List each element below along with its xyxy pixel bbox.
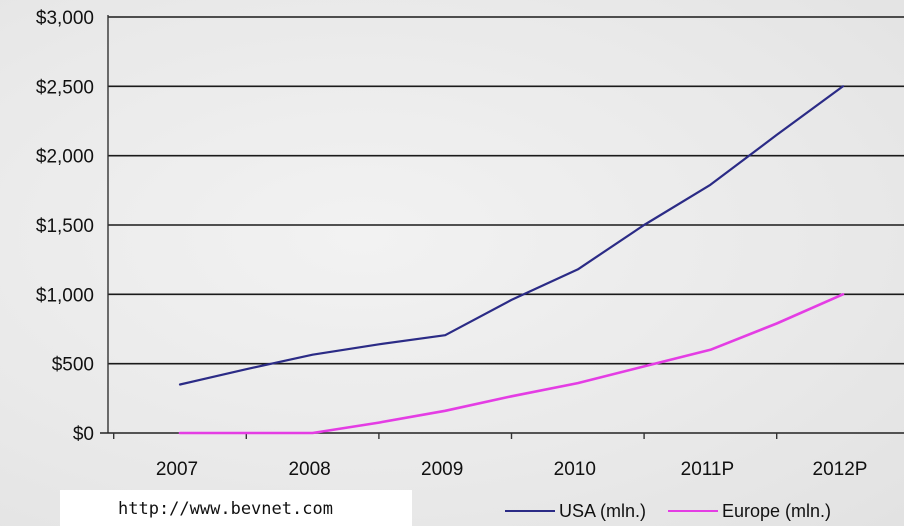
- source-link[interactable]: http://www.bevnet.com: [118, 499, 333, 519]
- series-line-europe: [178, 292, 845, 435]
- x-tick-label: 2008: [288, 459, 330, 480]
- legend-label-usa: USA (mln.): [559, 500, 647, 521]
- x-tick-label: 2009: [421, 459, 463, 480]
- legend-label-europe: Europe (mln.): [722, 500, 832, 521]
- gridlines: [108, 16, 904, 365]
- y-tick-label: $2,500: [36, 77, 94, 98]
- x-tick-label: 2007: [156, 459, 198, 480]
- y-tick-label: $3,000: [36, 8, 94, 29]
- legend-item-europe: Europe (mln.): [668, 501, 831, 522]
- legend-swatch-usa: [505, 510, 555, 512]
- source-box: [60, 490, 412, 526]
- x-tick-label: 2011P: [681, 459, 735, 480]
- legend: USA (mln.) Europe (mln.): [505, 498, 853, 524]
- y-tick-label: $500: [52, 355, 94, 376]
- y-tick-label: $2,000: [36, 147, 94, 168]
- series-lines: [178, 85, 845, 435]
- legend-item-usa: USA (mln.): [505, 501, 646, 522]
- x-tick-label: 2012P: [813, 459, 868, 480]
- x-axis-tick-labels: 2007 2008 2009 2010 2011P 2012P: [156, 459, 868, 480]
- y-tick-label: $0: [73, 424, 94, 445]
- legend-swatch-europe: [668, 510, 719, 512]
- x-tick-label: 2010: [554, 459, 596, 480]
- y-tick-label: $1,000: [36, 285, 94, 306]
- y-axis-tick-labels: $3,000 $2,500 $2,000 $1,500 $1,000 $500 $0: [36, 8, 94, 445]
- series-line-usa: [178, 85, 845, 386]
- y-tick-label: $1,500: [36, 216, 94, 237]
